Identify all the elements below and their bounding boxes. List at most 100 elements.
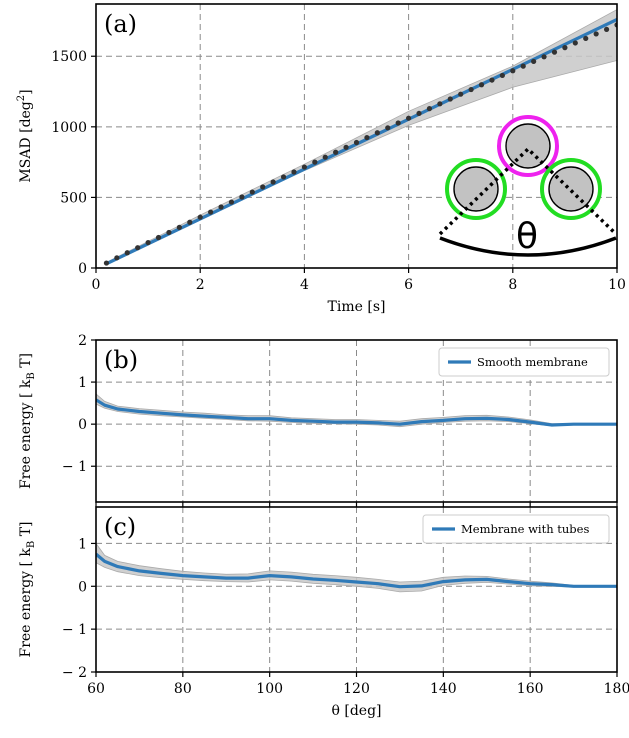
data-point bbox=[468, 86, 474, 93]
x-tick-label: 60 bbox=[87, 681, 105, 697]
x-tick-label: 10 bbox=[608, 277, 626, 293]
data-point bbox=[572, 40, 578, 46]
data-point bbox=[395, 120, 401, 126]
y-tick-label: − 1 bbox=[62, 459, 87, 475]
x-tick-label: 8 bbox=[508, 277, 517, 293]
data-point bbox=[197, 214, 203, 220]
data-point bbox=[603, 26, 610, 33]
y-tick-label: 500 bbox=[60, 190, 87, 206]
data-point bbox=[208, 209, 214, 215]
y-axis-label-sub: B bbox=[26, 541, 37, 548]
data-point bbox=[322, 154, 328, 160]
x-tick-label: 4 bbox=[300, 277, 309, 293]
y-tick-label: − 1 bbox=[62, 622, 87, 638]
data-point bbox=[260, 184, 266, 190]
panel-label: (a) bbox=[104, 10, 137, 38]
plot-area bbox=[96, 393, 617, 428]
data-point bbox=[416, 110, 422, 117]
y-tick-label: 0 bbox=[78, 261, 87, 277]
data-point bbox=[249, 189, 255, 195]
y-axis-label-sub: B bbox=[26, 372, 37, 379]
data-point bbox=[478, 82, 485, 88]
y-tick-label: 1000 bbox=[51, 120, 87, 136]
data-point bbox=[312, 159, 318, 165]
data-point bbox=[291, 169, 297, 175]
y-axis-label: MSAD [deg2] bbox=[16, 89, 34, 182]
data-point bbox=[562, 45, 568, 51]
y-tick-label: − 2 bbox=[62, 665, 87, 681]
theta-label: θ bbox=[516, 216, 538, 257]
data-point bbox=[135, 245, 141, 251]
data-point bbox=[218, 204, 224, 210]
data-point bbox=[353, 139, 360, 146]
y-axis-label-end: T] bbox=[18, 353, 34, 372]
bead bbox=[453, 166, 499, 212]
panel-label: (c) bbox=[104, 513, 136, 541]
x-tick-label: 2 bbox=[196, 277, 205, 293]
x-tick-label: 120 bbox=[343, 681, 370, 697]
y-axis-label-text: MSAD [deg bbox=[18, 101, 34, 182]
bead bbox=[548, 166, 594, 212]
y-axis-label-prefix: Free energy [ bbox=[18, 388, 34, 489]
data-point bbox=[176, 224, 182, 230]
plot-area bbox=[103, 9, 617, 266]
legend-label: Membrane with tubes bbox=[461, 522, 589, 536]
data-point bbox=[531, 58, 537, 65]
y-axis-label-unit: k bbox=[18, 548, 34, 557]
data-point bbox=[124, 250, 130, 256]
x-axis-label: Time [s] bbox=[328, 299, 386, 315]
data-point bbox=[583, 35, 589, 42]
data-point bbox=[551, 49, 558, 55]
y-axis-label-sup: 2 bbox=[16, 95, 27, 101]
panel-label: (b) bbox=[104, 346, 138, 374]
y-tick-label: 1 bbox=[78, 375, 87, 391]
data-point bbox=[593, 31, 599, 37]
y-axis-label-prefix: Free energy [ bbox=[18, 557, 34, 658]
y-tick-label: 0 bbox=[78, 579, 87, 595]
y-tick-label: 0 bbox=[78, 417, 87, 433]
data-point bbox=[145, 239, 151, 246]
data-point bbox=[489, 77, 495, 83]
data-point bbox=[103, 260, 110, 266]
x-tick-label: 100 bbox=[256, 681, 283, 697]
data-point bbox=[510, 68, 516, 74]
data-point bbox=[406, 115, 412, 121]
axes-frame bbox=[95, 3, 618, 269]
data-point bbox=[541, 54, 547, 60]
data-point bbox=[520, 63, 526, 69]
data-point bbox=[437, 101, 443, 107]
legend-box bbox=[422, 514, 610, 544]
angle-lines bbox=[438, 146, 618, 236]
y-axis-label-end: T] bbox=[18, 521, 34, 540]
legend-box bbox=[438, 347, 610, 377]
data-point bbox=[426, 106, 433, 112]
data-point bbox=[187, 219, 193, 225]
y-axis-label: Free energy [ kB T] bbox=[18, 353, 37, 489]
y-axis-label-end: ] bbox=[18, 89, 34, 94]
series-line bbox=[96, 398, 617, 427]
x-tick-label: 6 bbox=[404, 277, 413, 293]
data-point bbox=[343, 144, 349, 150]
x-tick-label: 80 bbox=[174, 681, 192, 697]
y-tick-label: 2 bbox=[78, 333, 87, 349]
series-line bbox=[96, 552, 617, 589]
inset-diagram: θ bbox=[438, 115, 618, 257]
data-point bbox=[239, 194, 245, 200]
x-tick-label: 160 bbox=[517, 681, 544, 697]
data-point bbox=[374, 130, 380, 136]
plot-area bbox=[96, 542, 617, 593]
data-point bbox=[280, 174, 287, 180]
data-point bbox=[166, 229, 172, 236]
panel-b: − 1 0 1 2 Free energy [ kB T] (b) Smooth membr… bbox=[18, 333, 618, 507]
data-point bbox=[301, 164, 307, 170]
data-point bbox=[155, 234, 162, 241]
data-point bbox=[228, 199, 235, 205]
data-point bbox=[270, 179, 276, 185]
x-axis-label: θ [deg] bbox=[331, 703, 381, 719]
x-tick-label: 0 bbox=[92, 277, 101, 293]
data-point bbox=[114, 255, 120, 261]
y-axis-label: Free energy [ kB T] bbox=[18, 521, 37, 657]
